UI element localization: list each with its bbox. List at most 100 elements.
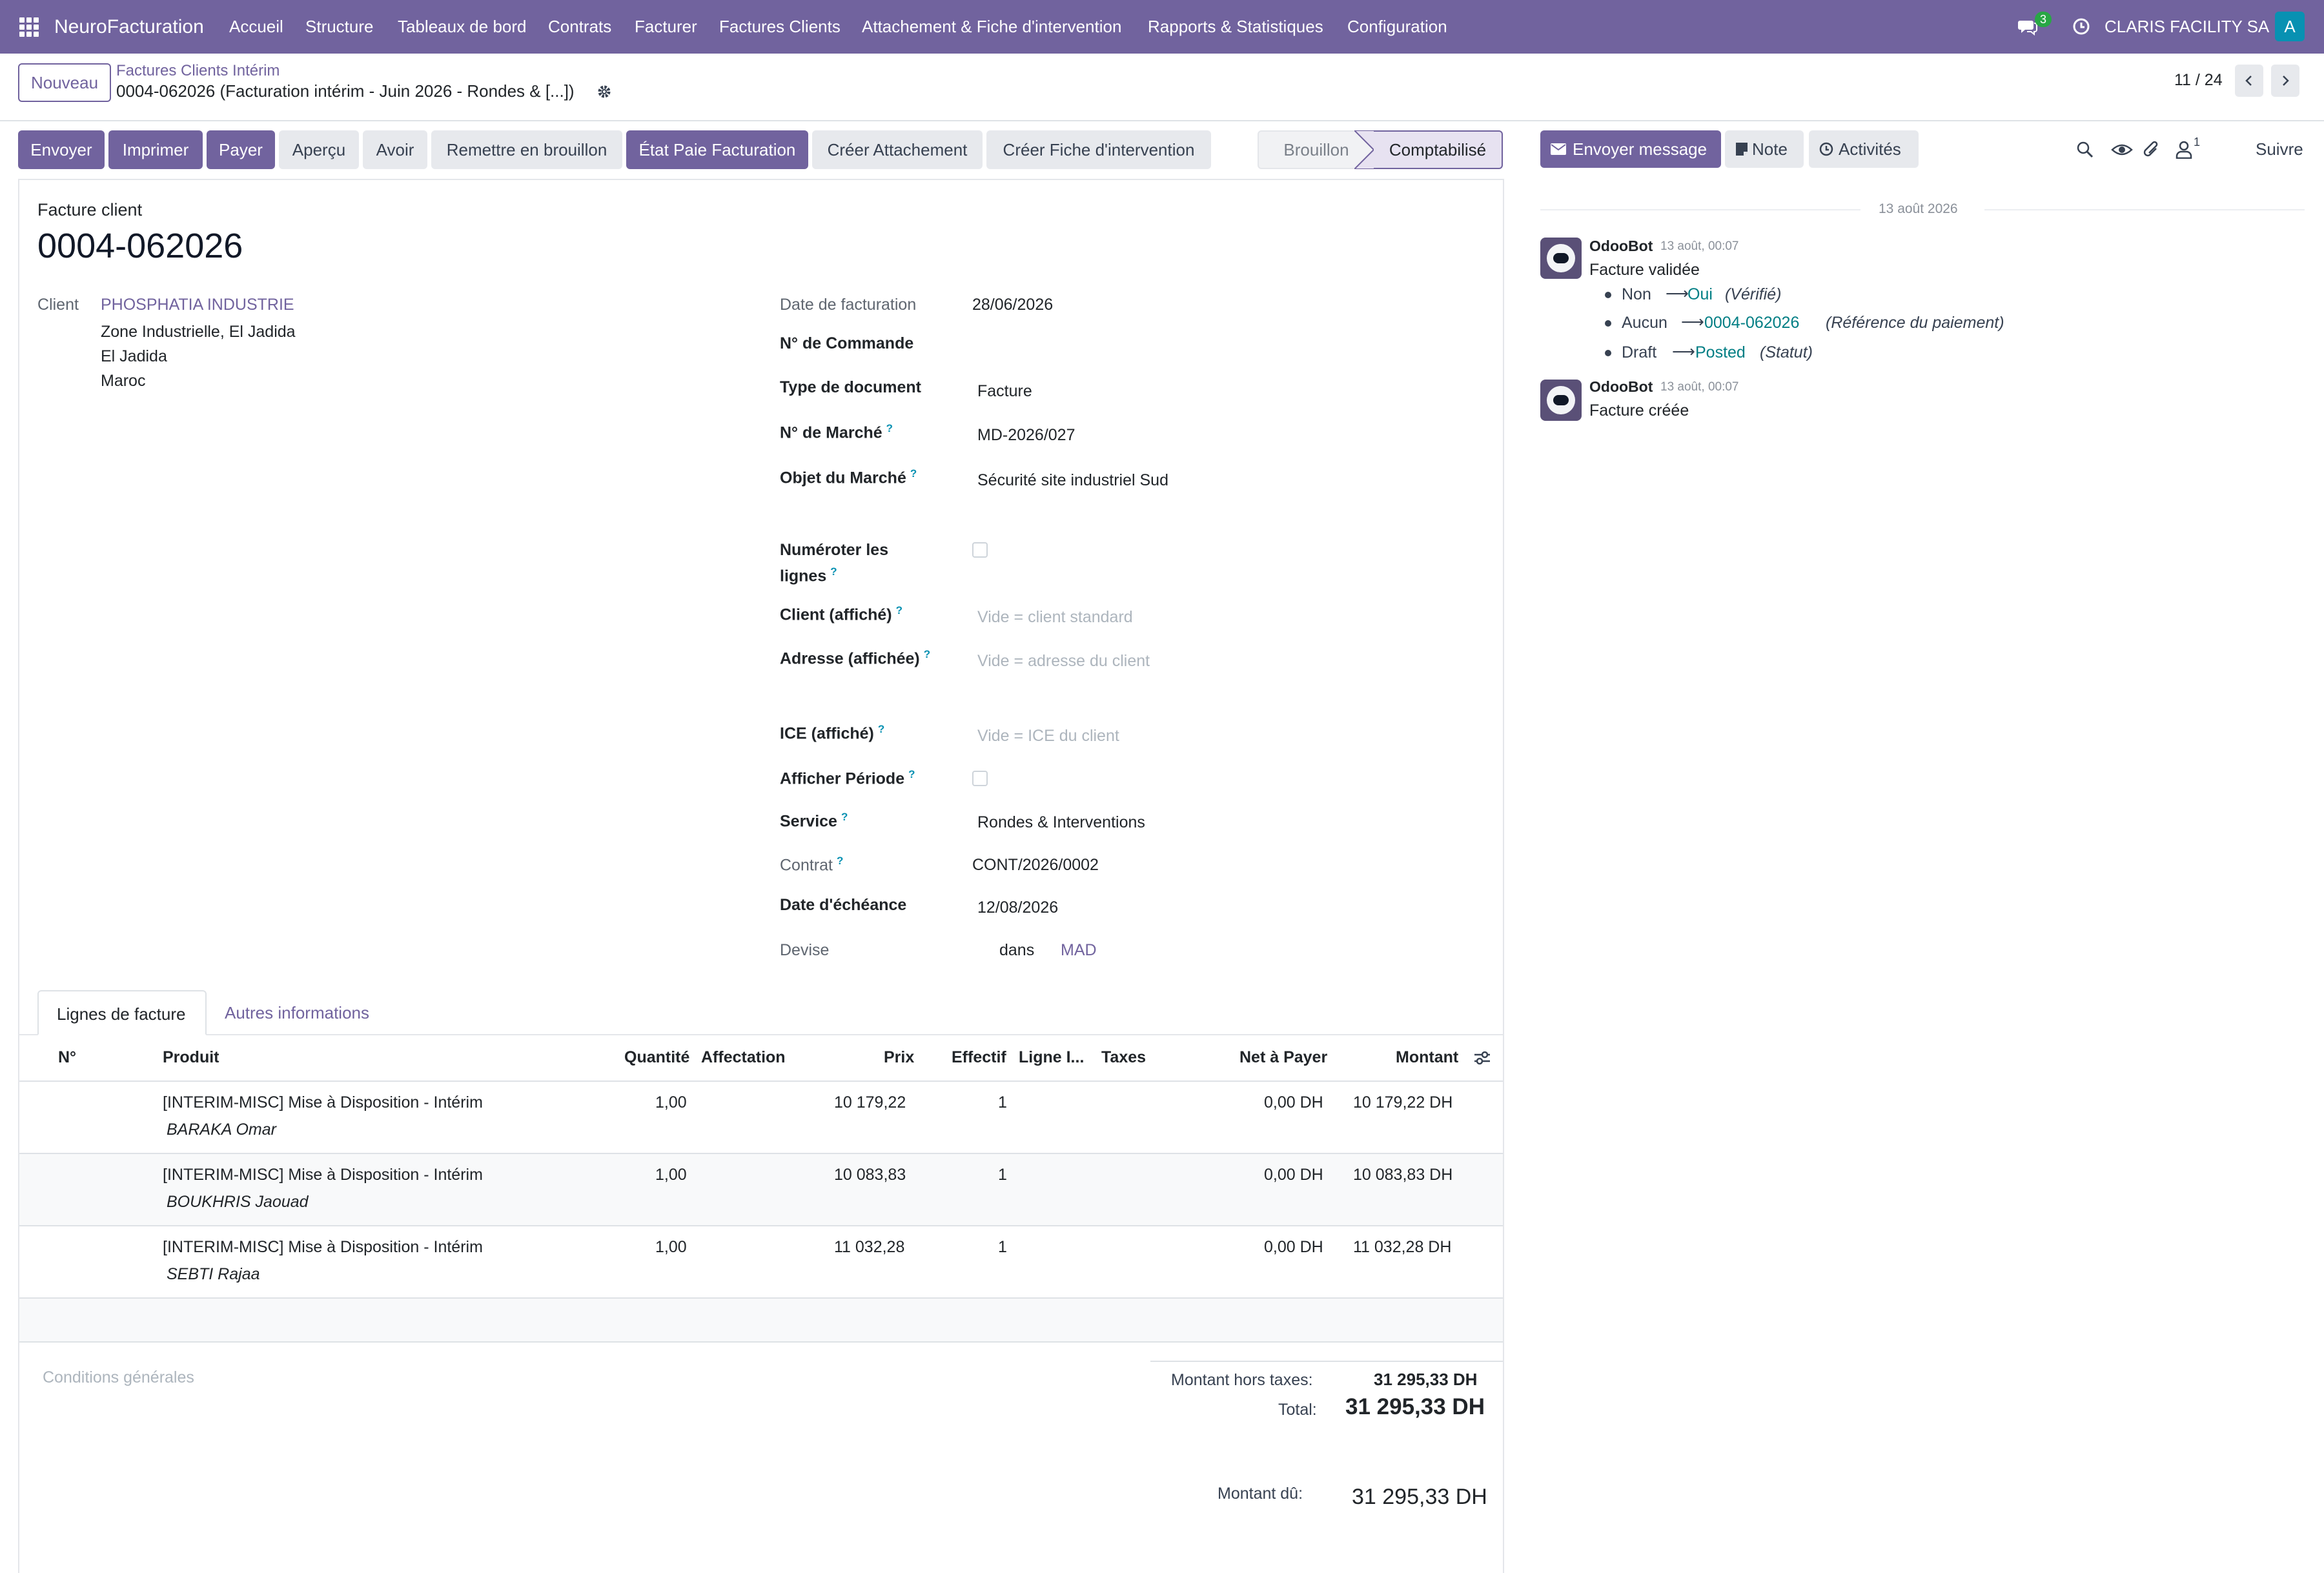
follow-button[interactable]: Suivre bbox=[2256, 139, 2303, 159]
column-settings-icon[interactable] bbox=[1473, 1050, 1491, 1066]
followers-icon[interactable] bbox=[2176, 141, 2192, 159]
row-product[interactable]: [INTERIM-MISC] Mise à Disposition - Inté… bbox=[163, 1093, 483, 1111]
table-row[interactable] bbox=[19, 1226, 1503, 1299]
col-header-line[interactable]: Ligne I... bbox=[1019, 1048, 1085, 1066]
terms-conditions-input[interactable]: Conditions générales bbox=[43, 1368, 194, 1386]
row-effective[interactable]: 1 bbox=[998, 1238, 1007, 1256]
row-effective[interactable]: 1 bbox=[998, 1166, 1007, 1184]
reset-to-draft-button[interactable]: Remettre en brouillon bbox=[431, 130, 622, 169]
tracking-bullet bbox=[1605, 350, 1611, 356]
row-price[interactable]: 10 083,83 bbox=[834, 1166, 906, 1184]
pager-value[interactable]: 11 / 24 bbox=[2174, 71, 2223, 89]
col-header-price[interactable]: Prix bbox=[884, 1048, 915, 1066]
col-header-no[interactable]: N° bbox=[58, 1048, 77, 1066]
menu-attachement-fiche[interactable]: Attachement & Fiche d'intervention bbox=[862, 17, 1122, 36]
app-brand[interactable]: NeuroFacturation bbox=[54, 16, 204, 37]
preview-button[interactable]: Aperçu bbox=[279, 130, 359, 169]
create-attachment-button[interactable]: Créer Attachement bbox=[812, 130, 983, 169]
client-display-help-icon[interactable]: ? bbox=[895, 604, 903, 616]
doc-type-field[interactable]: Facture bbox=[977, 382, 1032, 400]
menu-tableaux-de-bord[interactable]: Tableaux de bord bbox=[398, 17, 527, 36]
tab-invoice-lines[interactable]: Lignes de facture bbox=[37, 990, 207, 1035]
send-message-button[interactable]: Envoyer message bbox=[1540, 130, 1721, 168]
col-header-taxes[interactable]: Taxes bbox=[1101, 1048, 1147, 1066]
credit-note-button[interactable]: Avoir bbox=[363, 130, 427, 169]
col-header-net[interactable]: Net à Payer bbox=[1239, 1048, 1328, 1066]
pay-status-report-button[interactable]: État Paie Facturation bbox=[626, 130, 808, 169]
row-effective[interactable]: 1 bbox=[998, 1093, 1007, 1111]
log-note-button[interactable]: Note bbox=[1725, 130, 1804, 168]
market-no-field[interactable]: MD-2026/027 bbox=[977, 426, 1075, 444]
show-period-help-icon[interactable]: ? bbox=[908, 768, 915, 780]
pager-next-button[interactable] bbox=[2271, 65, 2299, 97]
address-display-input[interactable]: Vide = adresse du client bbox=[977, 652, 1150, 670]
send-button[interactable]: Envoyer bbox=[18, 130, 105, 169]
row-quantity[interactable]: 1,00 bbox=[655, 1238, 687, 1256]
create-intervention-sheet-button[interactable]: Créer Fiche d'intervention bbox=[986, 130, 1211, 169]
menu-factures-clients[interactable]: Factures Clients bbox=[719, 17, 841, 36]
contract-field[interactable]: CONT/2026/0002 bbox=[972, 856, 1099, 874]
row-price[interactable]: 11 032,28 bbox=[834, 1238, 905, 1256]
message-author[interactable]: OdooBot bbox=[1589, 238, 1653, 254]
company-switcher[interactable]: CLARIS FACILITY SA bbox=[2105, 17, 2270, 36]
activities-button[interactable]: Activités bbox=[1809, 130, 1919, 168]
status-draft[interactable]: Brouillon bbox=[1258, 130, 1375, 169]
col-header-quantity[interactable]: Quantité bbox=[624, 1048, 690, 1066]
message-author[interactable]: OdooBot bbox=[1589, 378, 1653, 395]
market-no-help-icon[interactable]: ? bbox=[886, 422, 893, 434]
number-lines-help-icon[interactable]: ? bbox=[830, 565, 837, 578]
table-row[interactable] bbox=[19, 1082, 1503, 1154]
clock-icon[interactable] bbox=[2072, 17, 2090, 36]
tab-other-info[interactable]: Autres informations bbox=[225, 1003, 369, 1022]
table-row[interactable] bbox=[19, 1154, 1503, 1226]
row-product[interactable]: [INTERIM-MISC] Mise à Disposition - Inté… bbox=[163, 1238, 483, 1256]
pager-previous-button[interactable] bbox=[2235, 65, 2263, 97]
menu-contrats[interactable]: Contrats bbox=[548, 17, 612, 36]
menu-accueil[interactable]: Accueil bbox=[229, 17, 283, 36]
eye-icon[interactable] bbox=[2111, 142, 2133, 157]
apps-grid-icon[interactable] bbox=[19, 17, 39, 37]
user-avatar[interactable]: A bbox=[2275, 12, 2305, 41]
breadcrumb-parent[interactable]: Factures Clients Intérim bbox=[116, 62, 280, 79]
ice-display-input[interactable]: Vide = ICE du client bbox=[977, 727, 1119, 745]
menu-structure[interactable]: Structure bbox=[305, 17, 374, 36]
order-no-field[interactable] bbox=[977, 334, 1365, 354]
col-header-assignment[interactable]: Affectation bbox=[701, 1048, 786, 1066]
market-object-help-icon[interactable]: ? bbox=[910, 467, 917, 480]
client-display-input[interactable]: Vide = client standard bbox=[977, 608, 1133, 626]
client-name-link[interactable]: PHOSPHATIA INDUSTRIE bbox=[101, 296, 294, 314]
odoobot-avatar[interactable] bbox=[1540, 380, 1582, 421]
invoice-date-field[interactable]: 28/06/2026 bbox=[972, 296, 1054, 314]
address-display-help-icon[interactable]: ? bbox=[923, 648, 931, 660]
untaxed-amount-value: 31 295,33 DH bbox=[1374, 1370, 1478, 1389]
service-help-icon[interactable]: ? bbox=[841, 811, 848, 823]
ice-display-help-icon[interactable]: ? bbox=[877, 723, 885, 735]
gear-icon[interactable] bbox=[596, 84, 612, 99]
menu-facturer[interactable]: Facturer bbox=[635, 17, 697, 36]
col-header-product[interactable]: Produit bbox=[163, 1048, 219, 1066]
print-button[interactable]: Imprimer bbox=[108, 130, 203, 169]
service-field[interactable]: Rondes & Interventions bbox=[977, 813, 1145, 831]
paperclip-icon[interactable] bbox=[2143, 139, 2160, 160]
search-icon[interactable] bbox=[2076, 141, 2094, 159]
number-lines-checkbox[interactable] bbox=[972, 542, 988, 558]
col-header-amount[interactable]: Montant bbox=[1396, 1048, 1459, 1066]
row-quantity[interactable]: 1,00 bbox=[655, 1166, 687, 1184]
odoobot-avatar[interactable] bbox=[1540, 238, 1582, 279]
new-button[interactable]: Nouveau bbox=[18, 63, 111, 102]
pay-button[interactable]: Payer bbox=[207, 130, 275, 169]
row-quantity[interactable]: 1,00 bbox=[655, 1093, 687, 1111]
currency-field[interactable]: MAD bbox=[1061, 941, 1097, 959]
contract-help-icon[interactable]: ? bbox=[836, 855, 844, 867]
row-price[interactable]: 10 179,22 bbox=[834, 1093, 906, 1111]
service-label: Service bbox=[780, 812, 837, 831]
show-period-checkbox[interactable] bbox=[972, 771, 988, 786]
tracking-field: (Référence du paiement) bbox=[1826, 314, 2004, 332]
menu-rapports-statistiques[interactable]: Rapports & Statistiques bbox=[1148, 17, 1323, 36]
activities-label: Activités bbox=[1839, 139, 1901, 159]
due-date-field[interactable]: 12/08/2026 bbox=[977, 898, 1059, 917]
row-product[interactable]: [INTERIM-MISC] Mise à Disposition - Inté… bbox=[163, 1166, 483, 1184]
market-object-field[interactable]: Sécurité site industriel Sud bbox=[977, 471, 1168, 489]
menu-configuration[interactable]: Configuration bbox=[1347, 17, 1447, 36]
col-header-effective[interactable]: Effectif bbox=[952, 1048, 1006, 1066]
